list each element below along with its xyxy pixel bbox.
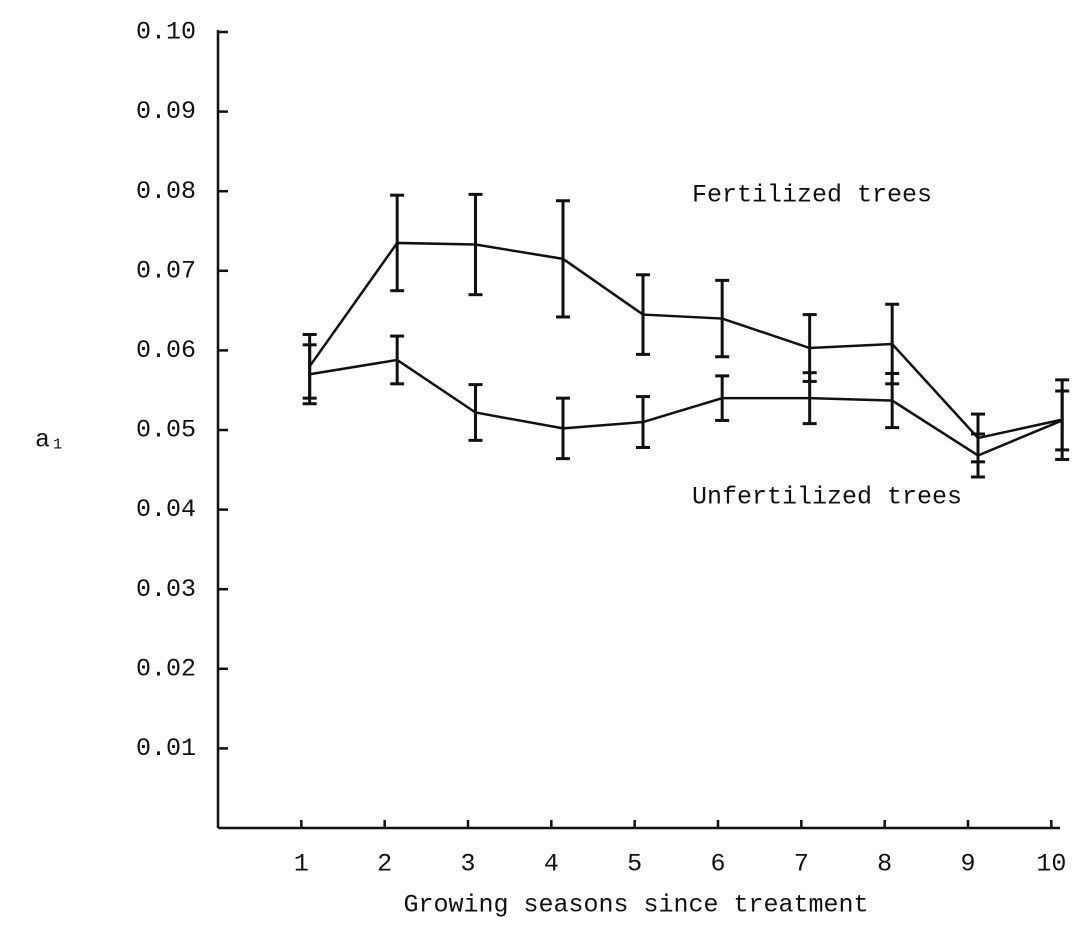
x-tick-label: 2 [377, 850, 392, 879]
y-tick-label: 0.04 [136, 495, 196, 524]
y-tick-label: 0.06 [136, 336, 196, 365]
x-tick-label: 7 [794, 850, 809, 879]
series-label: Unfertilized trees [692, 483, 962, 512]
x-tick-label: 5 [627, 850, 642, 879]
y-tick-label: 0.02 [136, 654, 196, 683]
y-tick-label: 0.03 [136, 575, 196, 604]
y-tick-label: 0.05 [136, 416, 196, 445]
y-tick-label: 0.01 [136, 734, 196, 763]
x-tick-label: 6 [710, 850, 725, 879]
x-tick-label: 4 [544, 850, 559, 879]
x-tick-label: 9 [960, 850, 975, 879]
series-line [308, 241, 1063, 440]
series-label: Fertilized trees [692, 181, 932, 210]
x-tick-label: 10 [1036, 850, 1066, 879]
x-tick-label: 8 [877, 850, 892, 879]
y-axis-label: a₁ [35, 426, 65, 455]
x-tick-label: 3 [460, 850, 475, 879]
series-line [309, 358, 1063, 457]
y-tick-label: 0.10 [136, 18, 196, 47]
y-tick-label: 0.09 [136, 97, 196, 126]
y-tick-label: 0.07 [136, 256, 196, 285]
x-tick-label: 1 [294, 850, 309, 879]
y-tick-label: 0.08 [136, 177, 196, 206]
x-axis-label: Growing seasons since treatment [403, 891, 868, 920]
